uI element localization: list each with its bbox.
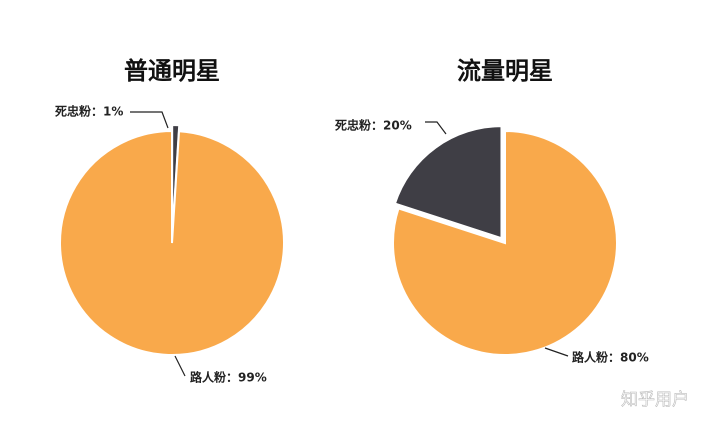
leader-line bbox=[174, 355, 186, 377]
data-label: 死忠粉：1% bbox=[55, 104, 123, 119]
pie-slice bbox=[392, 129, 618, 356]
chart-title: 普通明星 bbox=[124, 57, 220, 85]
data-label: 死忠粉：20% bbox=[335, 118, 412, 133]
watermark: 知乎用户 bbox=[621, 390, 689, 410]
leader-line bbox=[425, 121, 447, 135]
pie-slice bbox=[59, 129, 285, 356]
leader-line bbox=[544, 347, 569, 357]
data-label: 路人粉：80% bbox=[572, 350, 649, 365]
leader-line bbox=[130, 111, 169, 129]
chart-title: 流量明星 bbox=[457, 57, 553, 85]
pie-slice bbox=[393, 125, 503, 240]
data-label: 路人粉：99% bbox=[190, 370, 267, 385]
